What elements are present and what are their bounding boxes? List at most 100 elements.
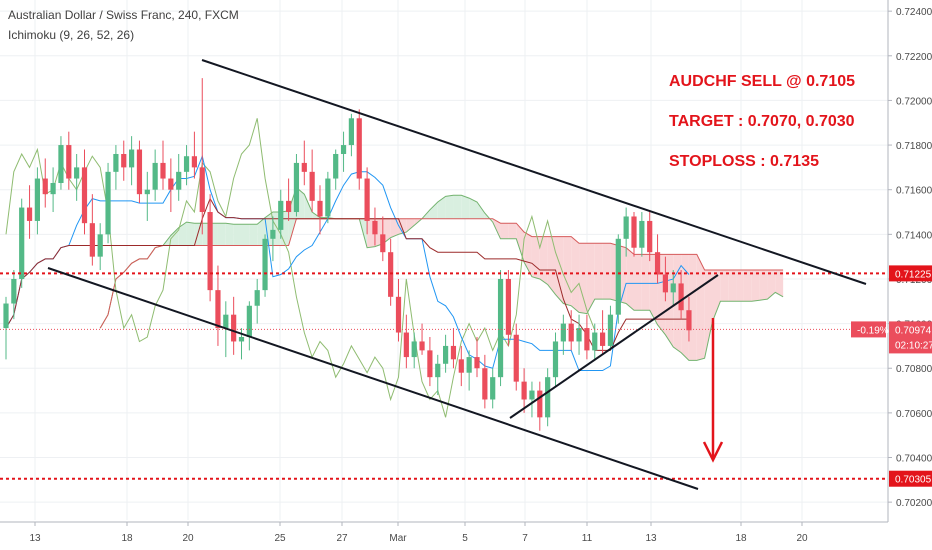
countdown-label: 02:10:27: [895, 340, 932, 351]
time-tick-label: 5: [462, 533, 468, 544]
candle-up: [50, 183, 56, 195]
candle-down: [678, 283, 684, 311]
cloud-bear-segment: [555, 236, 564, 304]
cloud-bear-segment: [508, 223, 517, 239]
cloud-bear-segment: [720, 270, 729, 302]
candle-down: [513, 334, 519, 382]
candle-down: [631, 216, 637, 248]
cloud-bull-segment: [429, 201, 438, 219]
cloud-bull-segment: [437, 196, 446, 219]
time-axis[interactable]: 13 18 20 25 27 Mar 5 7 11 13 18 20: [0, 521, 932, 550]
candle-down: [372, 220, 378, 235]
candle-down: [482, 368, 488, 400]
time-tick-label: 13: [645, 533, 657, 544]
candle-up: [529, 390, 535, 400]
price-level-box: [889, 265, 932, 282]
sell-arrow-head: [702, 441, 724, 463]
candle-down: [301, 162, 307, 172]
candle-down: [600, 332, 606, 346]
candle-down: [160, 162, 166, 179]
change-badge: [851, 321, 886, 338]
candle-up: [592, 332, 598, 351]
candle-down: [81, 167, 88, 224]
candle-up: [246, 305, 252, 337]
cloud-bear-segment: [665, 254, 674, 348]
candle-down: [309, 171, 315, 201]
candle-up: [607, 314, 614, 346]
cloud-bear-segment: [586, 243, 595, 314]
candle-down: [654, 252, 661, 275]
time-tick-label: Mar: [389, 533, 407, 544]
ichimoku-cloud: [100, 187, 784, 361]
target-note: TARGET : 0.7070, 0.7030: [669, 113, 855, 130]
candle-down: [286, 200, 292, 213]
cloud-bull-segment: [469, 198, 477, 219]
candle-up: [129, 149, 135, 168]
candle-down: [42, 178, 48, 195]
candle-down: [136, 149, 143, 195]
time-tick-label: 18: [735, 533, 747, 544]
candle-down: [356, 118, 362, 179]
candle-down: [26, 207, 33, 221]
candle-up: [278, 200, 284, 230]
cloud-bull-segment: [225, 223, 234, 246]
candle-down: [584, 328, 590, 351]
cloud-bull-segment: [461, 195, 470, 219]
trendline: [201, 59, 867, 285]
candle-up: [183, 156, 190, 172]
candle-down: [395, 296, 402, 333]
time-tick-label: 7: [522, 533, 528, 544]
candle-up: [293, 162, 300, 213]
cloud-bear-segment: [500, 223, 509, 239]
cloud-bear-segment: [634, 254, 642, 311]
time-tick-label: 20: [796, 533, 808, 544]
time-tick-label: 11: [582, 533, 593, 544]
candle-up: [639, 220, 645, 248]
candle-down: [474, 357, 480, 369]
cloud-bear-segment: [767, 270, 776, 300]
candle-up: [623, 216, 629, 239]
cloud-bear-segment: [571, 236, 580, 313]
price-tick-label: 0.71800: [896, 141, 932, 152]
candle-down: [458, 359, 464, 373]
time-axis-bg: [0, 522, 932, 550]
candles: [3, 78, 692, 431]
candle-up: [615, 238, 621, 315]
price-tick-label: 0.71600: [896, 186, 932, 197]
cloud-bull-segment: [453, 195, 462, 219]
price-tick-label: 0.72200: [896, 52, 932, 63]
candle-down: [662, 274, 668, 293]
cloud-bull-segment: [477, 201, 485, 219]
sell-arrow: [702, 318, 724, 463]
ichimoku-lines: [5, 118, 784, 418]
price-tick-label: 0.72000: [896, 96, 932, 107]
price-tick-label: 0.70800: [896, 364, 932, 375]
candle-up: [333, 153, 339, 179]
cloud-bull-segment: [257, 217, 266, 246]
candle-up: [113, 153, 119, 172]
candle-up: [340, 145, 347, 154]
cloud-bull-segment: [241, 224, 250, 246]
candle-down: [66, 145, 72, 179]
candle-down: [537, 390, 543, 418]
price-tick-label: 0.72400: [896, 7, 932, 18]
candle-up: [270, 229, 276, 239]
indicator-label[interactable]: Ichimoku (9, 26, 52, 26): [8, 28, 135, 42]
cloud-bear-segment: [751, 270, 760, 302]
sell-note: AUDCHF SELL @ 0.7105: [669, 73, 856, 90]
change-label: -0.19%: [857, 325, 889, 336]
candle-down: [505, 278, 511, 335]
candle-up: [560, 323, 566, 342]
price-level-box: [889, 470, 932, 487]
cloud-bear-segment: [728, 270, 737, 302]
price-tick-label: 0.71400: [896, 230, 932, 241]
candle-down: [168, 178, 174, 190]
candle-up: [176, 171, 182, 190]
time-tick-label: 20: [182, 533, 194, 544]
cloud-bull-segment: [186, 222, 195, 246]
price-levels: [0, 272, 888, 480]
candle-up: [19, 207, 25, 279]
price-axis[interactable]: 0.72400 0.72200 0.72000 0.71800 0.71600 0.714…: [851, 0, 932, 550]
